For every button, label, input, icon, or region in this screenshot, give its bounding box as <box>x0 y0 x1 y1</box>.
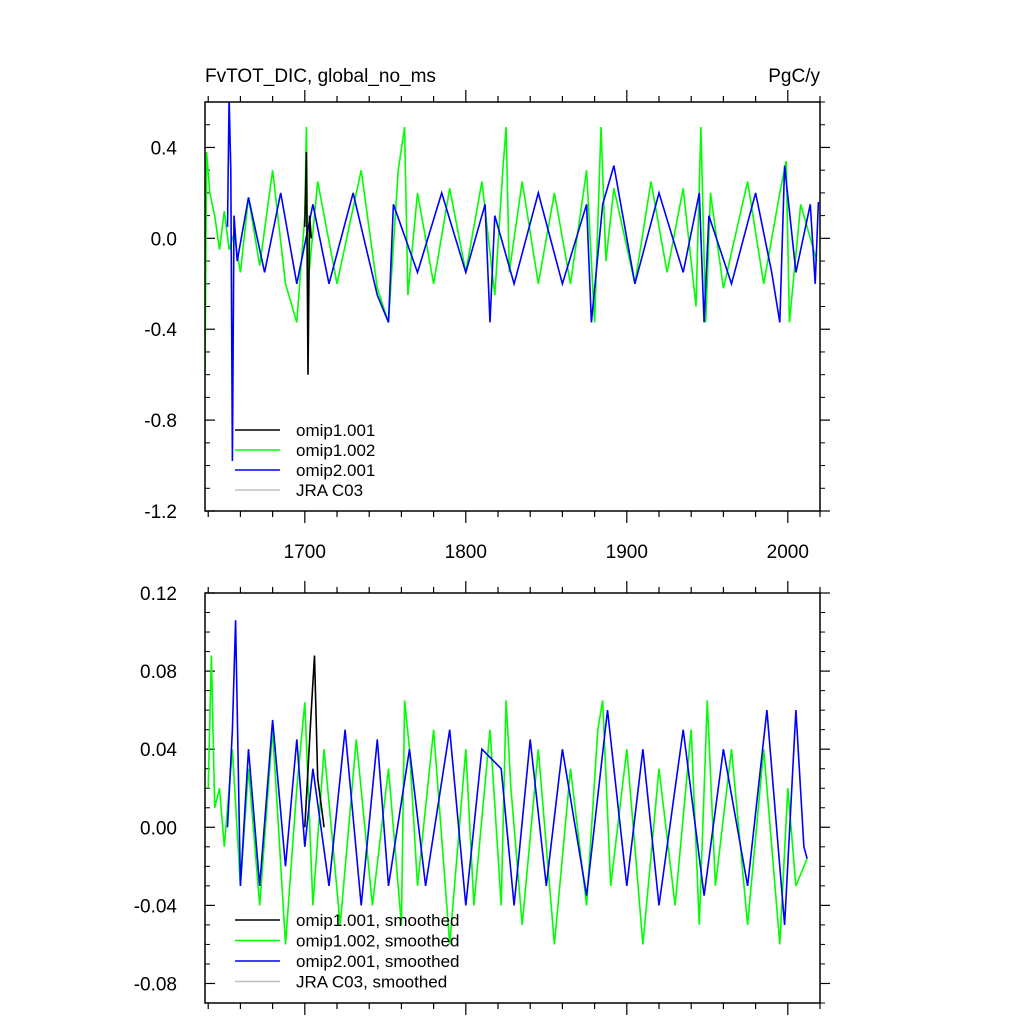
legend-label: omip1.002, smoothed <box>296 932 460 951</box>
y-tick-label: 0.00 <box>140 818 177 839</box>
y-tick-label: -0.08 <box>134 974 177 995</box>
legend-label: omip2.001 <box>296 461 375 480</box>
bottom-panel: -0.08 -0.04 0.00 0.04 0.08 0.12 omip1.001, sm… <box>134 581 830 1015</box>
series-line-omip1-002 <box>205 126 818 375</box>
y-tick-label: 0.0 <box>151 229 177 250</box>
legend-label: JRA C03, smoothed <box>296 973 447 992</box>
legend-label: omip2.001, smoothed <box>296 952 460 971</box>
top-panel: FvTOT_DIC, global_no_ms PgC/y -1.2 -0.8 -0… <box>144 66 830 563</box>
series-line-omip1-001-smoothed <box>304 655 325 828</box>
y-tick-label: 0.04 <box>140 740 177 761</box>
x-tick-label: 1900 <box>606 542 648 563</box>
y-tick-label: -0.8 <box>144 411 177 432</box>
units-label: PgC/y <box>768 66 820 87</box>
series-line-omip2-001 <box>226 102 820 462</box>
plot-frame <box>204 592 821 1004</box>
series-line-omip1-001 <box>304 151 313 375</box>
legend-label: omip1.002 <box>296 441 375 460</box>
y-tick-label: -0.04 <box>134 896 178 917</box>
y-tick-label: -0.4 <box>144 320 177 341</box>
x-tick-label: 2000 <box>767 542 809 563</box>
y-tick-label: -1.2 <box>144 502 177 523</box>
legend-label: omip1.001, smoothed <box>296 911 460 930</box>
y-tick-label: 0.08 <box>140 662 177 683</box>
series-line-omip2-001-smoothed <box>226 620 808 925</box>
chart-title: FvTOT_DIC, global_no_ms <box>205 66 436 87</box>
y-tick-label: 0.12 <box>140 584 177 605</box>
y-tick-label: 0.4 <box>151 138 178 159</box>
legend-label: JRA C03 <box>296 481 363 500</box>
legend-label: omip1.001 <box>296 421 375 440</box>
x-tick-label: 1800 <box>445 542 487 563</box>
x-tick-label: 1700 <box>284 542 326 563</box>
series-line-omip1-002-smoothed <box>207 655 808 945</box>
legend: omip1.001, smoothed omip1.002, smoothedom… <box>235 911 460 992</box>
plot-frame <box>204 101 821 512</box>
